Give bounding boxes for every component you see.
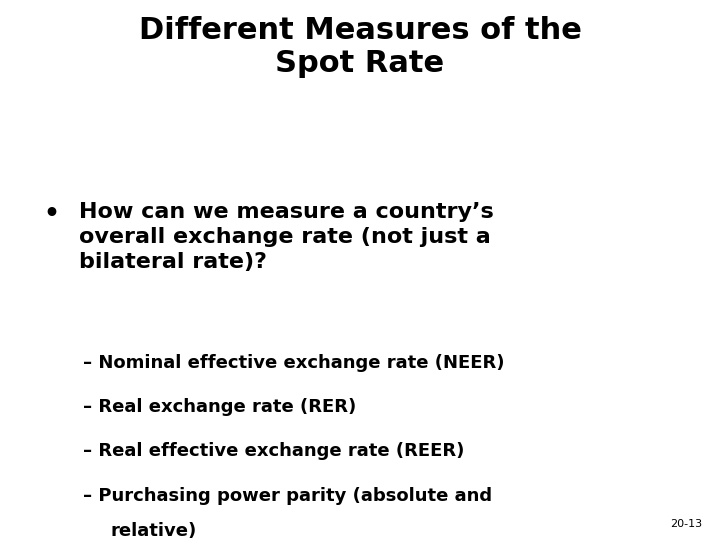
Text: – Real effective exchange rate (REER): – Real effective exchange rate (REER) [83,442,464,460]
Text: – Purchasing power parity (absolute and: – Purchasing power parity (absolute and [83,487,492,504]
Text: How can we measure a country’s
overall exchange rate (not just a
bilateral rate): How can we measure a country’s overall e… [79,202,494,272]
Text: – Nominal effective exchange rate (NEER): – Nominal effective exchange rate (NEER) [83,354,504,372]
Text: 20-13: 20-13 [670,519,702,529]
Text: – Real exchange rate (RER): – Real exchange rate (RER) [83,398,356,416]
Text: •: • [43,202,59,226]
Text: Different Measures of the
Spot Rate: Different Measures of the Spot Rate [138,16,582,78]
Text: relative): relative) [110,522,197,539]
